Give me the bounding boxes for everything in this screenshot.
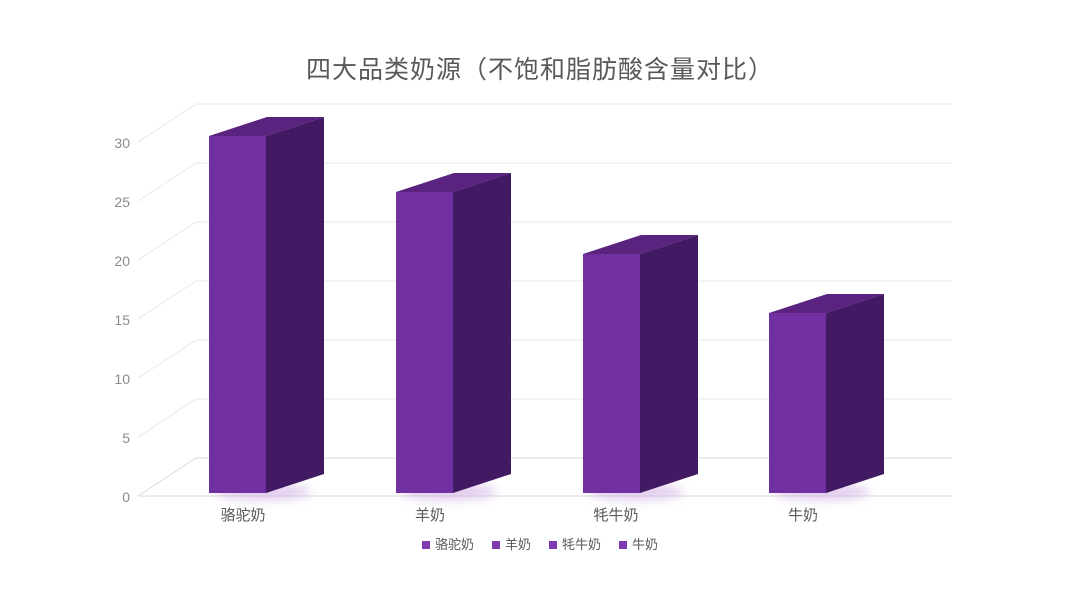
legend-item-goat-milk[interactable]: 羊奶 (491, 537, 531, 552)
legend-swatch-icon (491, 541, 500, 549)
legend-label-cow-milk: 牛奶 (632, 537, 659, 552)
chart-title: 四大品类奶源（不饱和脂肪酸含量对比） (305, 56, 774, 84)
y-tick-10: 10 (114, 371, 130, 387)
y-tick-15: 15 (114, 312, 130, 328)
legend-swatch-icon (549, 541, 557, 549)
legend-label-camel-milk: 骆驼奶 (434, 537, 474, 552)
y-tick-20: 20 (114, 253, 130, 269)
bar-yak-milk[interactable] (583, 235, 698, 500)
x-label-goat-milk: 羊奶 (414, 507, 445, 524)
chart-legend: 骆驼奶 羊奶 牦牛奶 牛奶 (0, 538, 1080, 552)
gridlines (137, 103, 952, 438)
legend-swatch-icon (619, 541, 628, 549)
x-label-camel-milk: 骆驼奶 (220, 507, 266, 524)
bar-cow-milk[interactable] (769, 294, 884, 500)
bar-goat-milk[interactable] (396, 173, 511, 500)
y-tick-30: 30 (114, 135, 130, 151)
legend-label-goat-milk: 羊奶 (504, 537, 531, 552)
y-tick-0: 0 (122, 489, 130, 505)
x-label-cow-milk: 牛奶 (787, 507, 818, 524)
legend-item-cow-milk[interactable]: 牛奶 (619, 538, 658, 552)
x-label-yak-milk: 牦牛奶 (593, 507, 639, 524)
legend-item-yak-milk[interactable]: 牦牛奶 (549, 538, 601, 552)
y-tick-5: 5 (122, 430, 130, 446)
legend-label-yak-milk: 牦牛奶 (562, 537, 602, 552)
legend-item-camel-milk[interactable]: 骆驼奶 (421, 537, 474, 552)
legend-swatch-icon (421, 541, 430, 549)
y-tick-25: 25 (114, 194, 130, 210)
bar-camel-milk[interactable] (209, 117, 324, 500)
